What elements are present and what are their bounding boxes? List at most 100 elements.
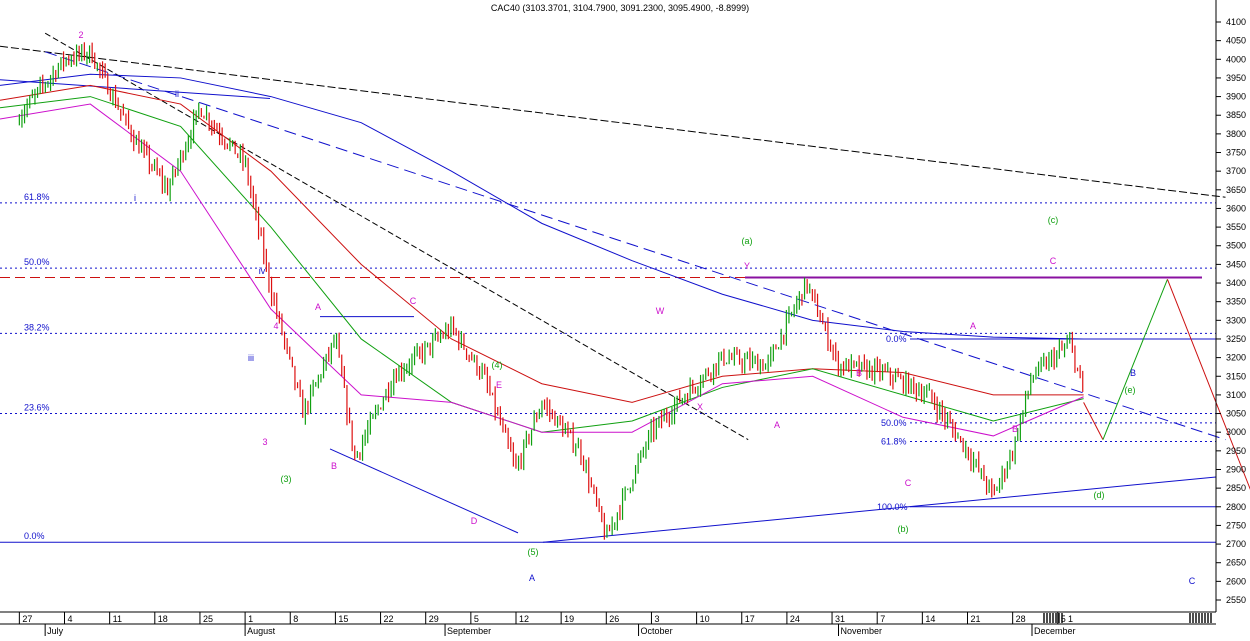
y-tick-label: 2650 [1226,558,1246,568]
moving-average-line [0,73,1084,340]
trend-line [44,51,1226,441]
fib-small-level-label: 50.0% [881,418,907,428]
y-tick-label: 3550 [1226,222,1246,232]
wave-label: C [1189,576,1196,586]
y-tick-label: 3200 [1226,353,1246,363]
wave-label: i [134,193,136,203]
wave-label: D [471,516,478,526]
x-tick-label: 31 [835,614,845,624]
x-tick-label: 17 [745,614,755,624]
fib-level-label: 23.6% [24,403,50,413]
wave-label-layer: 2iiiiviii43(3)ABC(4)ED(5)AWX(a)YABC(b)AB… [78,30,1195,586]
moving-average-line [0,84,1084,403]
y-tick-label: 2550 [1226,595,1246,605]
x-tick-label: 29 [429,614,439,624]
x-tick-label: 1 [1068,614,1073,624]
y-tick-label: 3000 [1226,427,1246,437]
x-axis: 27 4 11 18 25 1 8 15 22 29 5 12 19 26 3 10 17 24 31 7 14 21 28… [0,611,1216,636]
wave-label: iii [248,353,254,363]
y-tick-label: 3300 [1226,315,1246,325]
wave-label: (5) [528,547,539,557]
chart-title: CAC40 (3103.3701, 3104.7900, 3091.2300, … [491,3,749,13]
projection-line [1083,402,1104,440]
support-trend-line [542,476,1217,543]
y-tick-label: 2950 [1226,446,1246,456]
month-label: August [247,626,276,636]
y-tick-label: 3700 [1226,166,1246,176]
y-tick-label: 3450 [1226,259,1246,269]
fib-small-level-label: 0.0% [886,334,907,344]
x-tick-label: 11 [113,614,122,624]
wave-label: Y [744,261,750,271]
y-tick-label: 3100 [1226,390,1246,400]
month-label: December [1034,626,1076,636]
fib-level-label: 0.0% [24,531,45,541]
x-tick-label: 5 [1061,614,1066,624]
y-tick-label: 3850 [1226,110,1246,120]
x-tick-label: 5 [474,614,479,624]
fib-level-label: 61.8% [24,192,50,202]
x-tick-label: 14 [925,614,935,624]
y-tick-label: 4100 [1226,17,1246,27]
y-tick-label: 2600 [1226,576,1246,586]
wave-label: A [529,573,535,583]
y-tick-label: 3600 [1226,203,1246,213]
x-tick-label: 3 [654,614,659,624]
x-tick-label: 15 [338,614,348,624]
x-tick-label: 28 [1016,614,1026,624]
wave-label: (d) [1094,490,1105,500]
wave-label: A [315,302,321,312]
x-tick-label: 8 [293,614,298,624]
wave-label: E [496,380,502,390]
fib-small-level-label: 100.0% [877,502,908,512]
month-label: September [447,626,491,636]
wave-label: W [656,306,665,316]
wave-label: iv [259,266,266,276]
y-tick-label: 2850 [1226,483,1246,493]
wave-label: (4) [492,360,503,370]
wave-label: (a) [742,236,753,246]
channel-line [329,448,519,534]
projection-layer [1083,279,1250,490]
y-tick-label: 3650 [1226,185,1246,195]
trend-line [0,45,1226,198]
x-tick-label: 26 [609,614,619,624]
candlestick-layer [18,42,1084,540]
y-tick-label: 2700 [1226,539,1246,549]
wave-label: ii [175,89,179,99]
month-label: November [841,626,883,636]
fib-small-level-label: 61.8% [881,437,907,447]
wave-label: (3) [281,474,292,484]
wave-label: B [1012,424,1018,434]
wave-label: 2 [78,30,83,40]
moving-average-layer [0,73,1084,437]
moving-average-line [0,103,1084,437]
wave-label: B [1130,368,1136,378]
projection-line [1166,279,1250,490]
x-tick-label: 19 [564,614,574,624]
y-tick-label: 3250 [1226,334,1246,344]
wave-label: A [970,321,976,331]
wave-label: B [856,368,862,378]
fib-level-label: 50.0% [24,257,50,267]
wave-label: 3 [262,437,267,447]
wave-label: C [410,296,417,306]
month-label: October [641,626,673,636]
wave-label: B [331,461,337,471]
x-tick-label: 7 [880,614,885,624]
y-tick-label: 3150 [1226,371,1246,381]
trendline-layer [0,32,1226,543]
projection-line [1102,279,1168,440]
fib-level-label: 38.2% [24,322,50,332]
wave-label: C [1050,256,1057,266]
y-tick-label: 2750 [1226,520,1246,530]
y-tick-label: 3350 [1226,297,1246,307]
y-tick-label: 3500 [1226,241,1246,251]
y-axis: 4100 4050 4000 3950 3900 3850 3800 3750 3700 3650… [1215,0,1246,612]
x-tick-label: 10 [700,614,710,624]
y-tick-label: 3750 [1226,148,1246,158]
y-tick-label: 3950 [1226,73,1246,83]
y-tick-label: 3800 [1226,129,1246,139]
